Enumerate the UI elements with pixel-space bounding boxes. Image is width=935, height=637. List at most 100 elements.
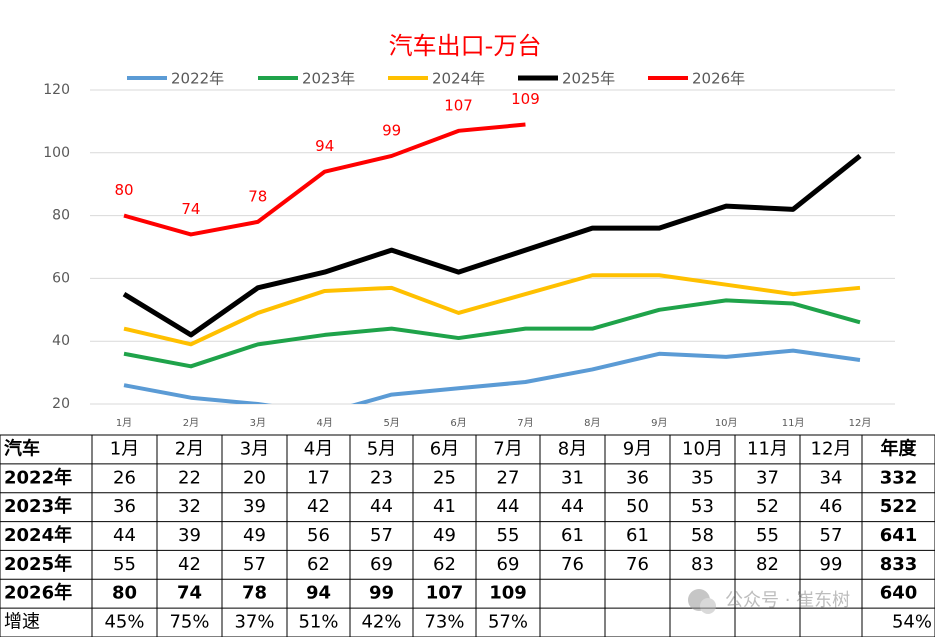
- table-cell: 53: [691, 496, 714, 517]
- lines: [122, 122, 862, 404]
- table-cell: 76: [626, 554, 649, 575]
- series-line: [123, 298, 861, 369]
- table-cell: 44: [113, 525, 136, 546]
- table-cell: 2022年: [4, 466, 72, 488]
- table-cell: 49: [243, 525, 266, 546]
- y-tick-label: 120: [43, 82, 70, 98]
- table-cell: 50: [626, 496, 649, 517]
- table-cell: 52: [756, 496, 779, 517]
- table-cell: 833: [880, 554, 918, 575]
- table-cell: 2023年: [4, 495, 72, 517]
- table-cell: 73%: [424, 612, 464, 633]
- table-cell: 37%: [234, 612, 274, 633]
- table-cell: 32: [178, 496, 201, 517]
- table-cell: 82: [756, 554, 779, 575]
- table-cell: 36: [113, 496, 136, 517]
- table-cell: 年度: [881, 437, 918, 459]
- table-cell: 55: [497, 525, 520, 546]
- table-cell: 57: [370, 525, 393, 546]
- table-cell: 641: [880, 525, 918, 546]
- table-cell: 94: [306, 583, 331, 604]
- x-tick-label: 5月: [383, 417, 399, 429]
- table-cell: 57%: [488, 612, 528, 633]
- x-tick-label: 9月: [651, 417, 667, 429]
- table-cell: 7月: [493, 438, 522, 459]
- data-label: 99: [382, 121, 401, 139]
- table-cell: 45%: [104, 612, 144, 633]
- series-line: [122, 153, 862, 338]
- legend-label: 2023年: [302, 70, 355, 88]
- y-tick-label: 20: [52, 396, 70, 412]
- table-cell: 74: [177, 583, 202, 604]
- table-cell: 76: [561, 554, 584, 575]
- y-tick-label: 100: [43, 145, 70, 161]
- table-cell: 62: [307, 554, 330, 575]
- chart-title: 汽车出口-万台: [389, 32, 542, 60]
- watermark-text: 公众号 · 崔东树: [725, 590, 850, 611]
- table-cell: 42: [178, 554, 201, 575]
- table-cell: 46: [820, 496, 843, 517]
- data-label: 74: [181, 200, 200, 218]
- table: 汽车 1月 2月 3月 4月 5月 6月 7月 8月 9月 10月 11月 12月 年度 2022年 26 22…: [0, 434, 935, 637]
- x-tick-label: 1月: [116, 417, 132, 429]
- table-cell: 17: [307, 467, 330, 488]
- y-tick-label: 40: [52, 333, 70, 349]
- table-cell: 8月: [558, 438, 587, 459]
- table-cell: 4月: [304, 438, 333, 459]
- table-cell: 640: [880, 583, 918, 604]
- table-cell: 78: [242, 583, 267, 604]
- table-cell: 44: [370, 496, 393, 517]
- legend-label: 2025年: [562, 70, 615, 88]
- watermark: 公众号 · 崔东树: [688, 589, 850, 614]
- table-cell: 51%: [298, 612, 338, 633]
- table-cell: 58: [691, 525, 714, 546]
- table-cell: 2月: [175, 438, 204, 459]
- table-cell: 25: [433, 467, 456, 488]
- table-cell: 55: [756, 525, 779, 546]
- table-cell: 49: [433, 525, 456, 546]
- x-tick-label: 10月: [715, 417, 738, 429]
- table-cell: 27: [497, 467, 520, 488]
- table-cell: 57: [820, 525, 843, 546]
- series-line: [123, 122, 526, 237]
- x-tick-label: 11月: [782, 417, 805, 429]
- table-cell: 2026年: [4, 582, 72, 604]
- data-label: 107: [444, 96, 473, 114]
- table-cell: 83: [691, 554, 714, 575]
- series-line: [123, 348, 861, 404]
- table-cell: 44: [561, 496, 584, 517]
- table-cell: 23: [370, 467, 393, 488]
- table-cell: 增速: [4, 612, 40, 633]
- series-line: [123, 273, 861, 347]
- table-cell: 36: [626, 467, 649, 488]
- table-cell: 69: [497, 554, 520, 575]
- table-cell: 2025年: [4, 553, 72, 575]
- y-tick-label: 60: [52, 270, 70, 286]
- table-cell: 61: [561, 525, 584, 546]
- table-cell: 107: [426, 583, 464, 604]
- x-tick-label: 7月: [517, 417, 533, 429]
- data-label: 94: [315, 137, 334, 155]
- x-tick-label: 6月: [450, 417, 466, 429]
- x-tick-label: 2月: [183, 417, 199, 429]
- table-cell: 42%: [361, 612, 401, 633]
- x-tick-label: 12月: [849, 417, 872, 429]
- table-cell: 31: [561, 467, 584, 488]
- table-cell: 11月: [747, 438, 788, 459]
- x-tick-label: 4月: [317, 417, 333, 429]
- table-cell: 22: [178, 467, 201, 488]
- table-cell: 522: [880, 496, 918, 517]
- x-tick-label: 8月: [584, 417, 600, 429]
- table-cell: 99: [820, 554, 843, 575]
- legend-label: 2024年: [432, 70, 485, 88]
- table-cell: 26: [113, 467, 136, 488]
- table-cell: 35: [691, 467, 714, 488]
- table-cell: 109: [489, 583, 527, 604]
- table-cell: 10月: [682, 438, 723, 459]
- table-cell: 57: [243, 554, 266, 575]
- table-cell: 39: [178, 525, 201, 546]
- table-cell: 41: [433, 496, 456, 517]
- table-cell: 37: [756, 467, 779, 488]
- table-cell: 2024年: [4, 524, 72, 546]
- table-cell: 44: [497, 496, 520, 517]
